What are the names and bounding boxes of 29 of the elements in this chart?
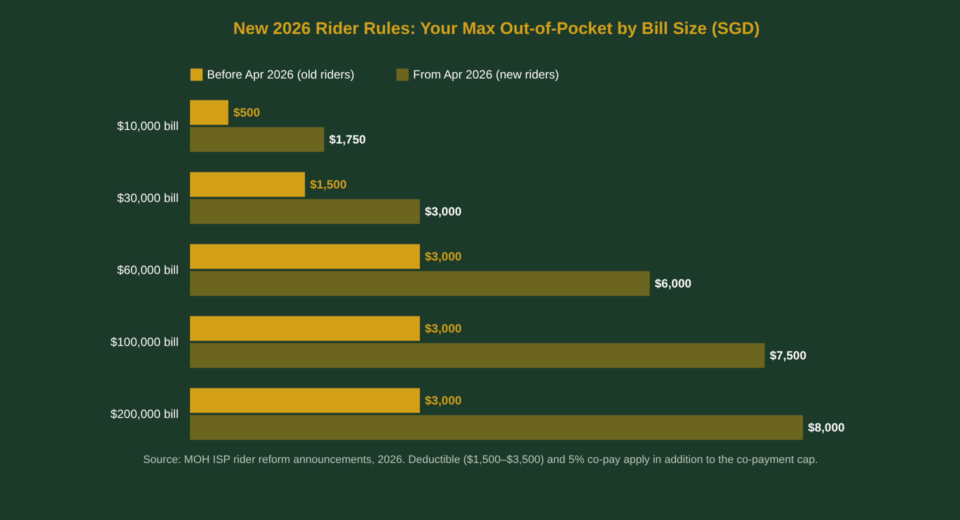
data-label: $3,000 xyxy=(424,394,462,408)
chart-title: New 2026 Rider Rules: Your Max Out-of-Pocket by Bill Size (SGD) xyxy=(233,19,760,38)
data-label: $3,000 xyxy=(424,204,462,218)
data-label: $8,000 xyxy=(808,420,846,434)
y-tick-label: $200,000 bill xyxy=(110,407,178,421)
bar xyxy=(190,343,765,368)
bar xyxy=(190,271,650,296)
legend-label: From Apr 2026 (new riders) xyxy=(413,68,560,82)
bar xyxy=(190,388,420,413)
y-tick-label: $30,000 bill xyxy=(117,191,178,205)
data-label: $1,750 xyxy=(329,132,366,146)
bar xyxy=(190,172,305,197)
y-tick-label: $60,000 bill xyxy=(117,263,178,277)
data-label: $7,500 xyxy=(770,348,807,362)
bar xyxy=(190,316,420,341)
bar xyxy=(190,415,803,440)
source-note: Source: MOH ISP rider reform announcements, 2026. Deductible ($1,500–$3,500) and 5% co-pay apply in addition to the co-payment cap. xyxy=(143,454,818,466)
y-tick-label: $100,000 bill xyxy=(110,335,178,349)
bar xyxy=(190,127,324,152)
data-label: $3,000 xyxy=(424,322,462,336)
bar xyxy=(190,244,420,269)
data-label: $6,000 xyxy=(654,276,692,290)
y-tick-label: $10,000 bill xyxy=(117,119,178,133)
data-label: $3,000 xyxy=(424,250,462,264)
bar xyxy=(190,100,228,125)
legend-label: Before Apr 2026 (old riders) xyxy=(207,68,354,82)
bar xyxy=(190,199,420,224)
data-label: $1,500 xyxy=(310,178,347,192)
data-label: $500 xyxy=(233,106,260,120)
